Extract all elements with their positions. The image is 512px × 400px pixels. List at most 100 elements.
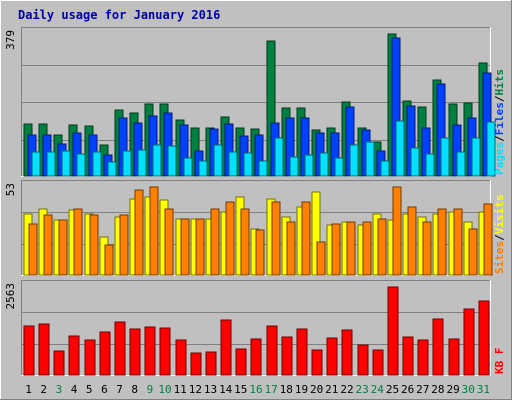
bar-hits-pages-22 bbox=[349, 144, 359, 177]
bar-visits-sites-25 bbox=[392, 186, 402, 276]
x-tick-label-26: 26 bbox=[401, 383, 414, 396]
bar-hits-pages-7 bbox=[122, 150, 132, 177]
bar-hits-pages-6 bbox=[107, 161, 117, 177]
x-tick-label-31: 31 bbox=[477, 383, 490, 396]
bar-kbytes-kb-f-9 bbox=[144, 326, 156, 376]
chart-title: Daily usage for January 2016 bbox=[18, 8, 220, 22]
x-tick-label-30: 30 bbox=[462, 383, 475, 396]
bar-kbytes-kb-f-22 bbox=[341, 329, 353, 376]
bar-visits-sites-2 bbox=[43, 214, 53, 276]
bar-kbytes-kb-f-30 bbox=[463, 308, 475, 376]
bar-visits-sites-14 bbox=[225, 201, 235, 276]
bar-hits-pages-11 bbox=[183, 157, 193, 177]
bar-visits-sites-3 bbox=[58, 219, 68, 276]
bar-visits-visits-20 bbox=[311, 191, 321, 276]
bar-visits-sites-5 bbox=[89, 214, 99, 276]
legend-item-kbytes-0: KB F bbox=[493, 348, 506, 375]
bar-hits-pages-14 bbox=[228, 151, 238, 177]
x-tick-label-7: 7 bbox=[116, 383, 123, 396]
x-tick-label-23: 23 bbox=[355, 383, 368, 396]
bar-hits-pages-24 bbox=[380, 160, 390, 177]
x-tick-label-20: 20 bbox=[310, 383, 323, 396]
x-tick-label-8: 8 bbox=[131, 383, 138, 396]
bar-kbytes-kb-f-17 bbox=[266, 325, 278, 376]
x-tick-label-9: 9 bbox=[147, 383, 154, 396]
bar-hits-pages-16 bbox=[258, 160, 268, 177]
legend-item-hits-3: / bbox=[493, 95, 506, 102]
bar-visits-sites-1 bbox=[28, 223, 38, 276]
bar-hits-pages-10 bbox=[167, 145, 177, 177]
bar-kbytes-kb-f-23 bbox=[357, 344, 369, 376]
bar-kbytes-kb-f-31 bbox=[478, 300, 490, 376]
bar-visits-sites-4 bbox=[73, 208, 83, 276]
legend-item-hits-0: Pages bbox=[493, 142, 506, 175]
x-tick-label-5: 5 bbox=[86, 383, 93, 396]
bar-visits-sites-10 bbox=[164, 208, 174, 276]
bar-visits-sites-24 bbox=[377, 218, 387, 276]
x-tick-label-10: 10 bbox=[158, 383, 171, 396]
y-max-label-hits: 379 bbox=[4, 30, 17, 50]
bar-visits-sites-15 bbox=[240, 208, 250, 276]
legend-item-hits-4: Hits bbox=[493, 69, 506, 96]
bar-visits-sites-6 bbox=[104, 244, 114, 276]
bar-kbytes-kb-f-2 bbox=[38, 323, 50, 376]
bar-kbytes-kb-f-28 bbox=[432, 318, 444, 376]
x-tick-label-6: 6 bbox=[101, 383, 108, 396]
bar-visits-sites-17 bbox=[271, 201, 281, 276]
bar-kbytes-kb-f-27 bbox=[417, 339, 429, 376]
x-tick-label-2: 2 bbox=[40, 383, 47, 396]
bar-kbytes-kb-f-3 bbox=[53, 350, 65, 376]
bar-visits-sites-8 bbox=[134, 189, 144, 276]
legend-item-visits-2: Visits bbox=[493, 195, 506, 235]
bar-kbytes-kb-f-19 bbox=[296, 328, 308, 376]
x-tick-label-12: 12 bbox=[189, 383, 202, 396]
legend-item-visits-0: Sites bbox=[493, 241, 506, 274]
x-tick-label-3: 3 bbox=[56, 383, 63, 396]
bar-visits-sites-28 bbox=[437, 208, 447, 276]
bar-visits-sites-11 bbox=[180, 218, 190, 276]
x-tick-label-17: 17 bbox=[265, 383, 278, 396]
bar-kbytes-kb-f-5 bbox=[84, 339, 96, 376]
bar-hits-pages-13 bbox=[213, 144, 223, 177]
bar-visits-sites-26 bbox=[407, 206, 417, 276]
bar-kbytes-kb-f-14 bbox=[220, 319, 232, 376]
bar-visits-sites-22 bbox=[346, 221, 356, 276]
bar-visits-sites-13 bbox=[210, 208, 220, 276]
legend-kbytes: KB F bbox=[493, 348, 506, 375]
x-tick-label-11: 11 bbox=[174, 383, 187, 396]
x-tick-label-28: 28 bbox=[431, 383, 444, 396]
x-tick-label-25: 25 bbox=[386, 383, 399, 396]
bar-kbytes-kb-f-6 bbox=[99, 331, 111, 376]
bar-kbytes-kb-f-16 bbox=[250, 338, 262, 376]
bar-visits-sites-30 bbox=[468, 228, 478, 276]
bar-kbytes-kb-f-1 bbox=[23, 325, 35, 376]
x-tick-label-16: 16 bbox=[249, 383, 262, 396]
bar-visits-sites-21 bbox=[331, 223, 341, 276]
bar-kbytes-kb-f-13 bbox=[205, 351, 217, 376]
bar-visits-sites-29 bbox=[453, 208, 463, 276]
bar-visits-sites-20 bbox=[316, 241, 326, 276]
bar-hits-pages-31 bbox=[486, 121, 496, 177]
bar-hits-pages-20 bbox=[319, 152, 329, 177]
panel-kbytes: 2563 KB F bbox=[4, 280, 506, 376]
legend-item-hits-2: Files bbox=[493, 102, 506, 135]
bar-hits-pages-21 bbox=[334, 157, 344, 177]
x-tick-label-18: 18 bbox=[280, 383, 293, 396]
bar-kbytes-kb-f-18 bbox=[281, 336, 293, 376]
bar-hits-pages-5 bbox=[92, 151, 102, 177]
x-tick-label-1: 1 bbox=[25, 383, 32, 396]
y-max-label-visits: 53 bbox=[4, 183, 17, 196]
bar-hits-pages-17 bbox=[274, 137, 284, 177]
legend-visits: Sites/Visits bbox=[493, 195, 506, 275]
bar-visits-sites-12 bbox=[195, 218, 205, 276]
bar-kbytes-kb-f-20 bbox=[311, 349, 323, 376]
legend-item-visits-1: / bbox=[493, 234, 506, 241]
bar-hits-pages-30 bbox=[471, 137, 481, 177]
panels-layer: 379Pages/Files/Hits53Sites/Visits2563KB … bbox=[4, 27, 506, 376]
bar-hits-pages-23 bbox=[365, 141, 375, 177]
x-tick-label-22: 22 bbox=[340, 383, 353, 396]
bar-visits-sites-7 bbox=[119, 214, 129, 276]
legend-hits: Pages/Files/Hits bbox=[493, 69, 506, 175]
bar-hits-pages-18 bbox=[289, 156, 299, 177]
